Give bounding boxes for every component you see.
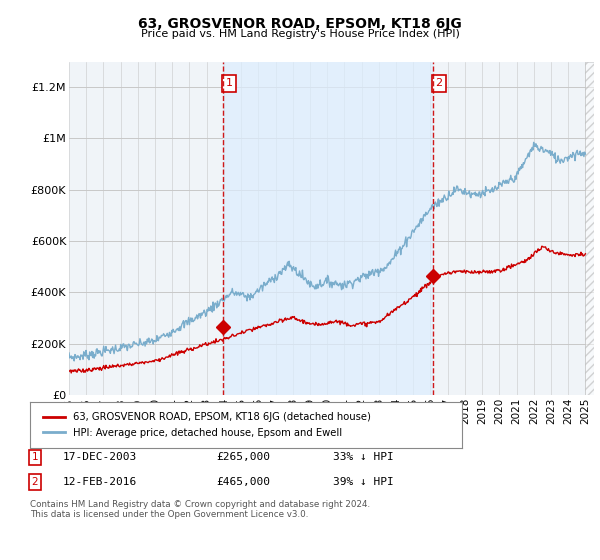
Text: Contains HM Land Registry data © Crown copyright and database right 2024.
This d: Contains HM Land Registry data © Crown c… — [30, 500, 370, 519]
Text: £465,000: £465,000 — [216, 477, 270, 487]
Text: 39% ↓ HPI: 39% ↓ HPI — [333, 477, 394, 487]
Text: 12-FEB-2016: 12-FEB-2016 — [63, 477, 137, 487]
Text: £265,000: £265,000 — [216, 452, 270, 463]
Text: 1: 1 — [31, 452, 38, 463]
Text: 2: 2 — [31, 477, 38, 487]
Bar — [223, 62, 433, 395]
Text: 1: 1 — [226, 78, 233, 88]
Text: 63, GROSVENOR ROAD, EPSOM, KT18 6JG: 63, GROSVENOR ROAD, EPSOM, KT18 6JG — [138, 17, 462, 31]
Text: 17-DEC-2003: 17-DEC-2003 — [63, 452, 137, 463]
Text: 2: 2 — [435, 78, 442, 88]
Text: Price paid vs. HM Land Registry's House Price Index (HPI): Price paid vs. HM Land Registry's House … — [140, 29, 460, 39]
Bar — [586, 62, 594, 395]
Text: 33% ↓ HPI: 33% ↓ HPI — [333, 452, 394, 463]
Legend: 63, GROSVENOR ROAD, EPSOM, KT18 6JG (detached house), HPI: Average price, detach: 63, GROSVENOR ROAD, EPSOM, KT18 6JG (det… — [40, 408, 375, 442]
